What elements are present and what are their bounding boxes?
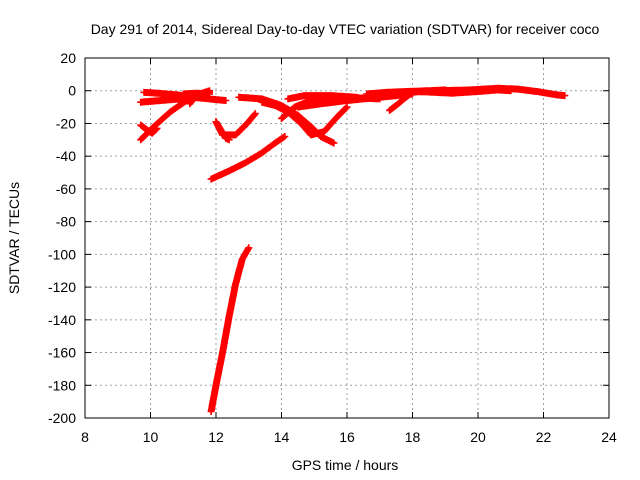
data-point-markers: [137, 121, 161, 137]
series-track-l: [258, 98, 351, 139]
series-track-o: [284, 92, 361, 103]
data-point-markers: [179, 89, 213, 98]
y-tick-label: -60: [56, 181, 76, 197]
x-tick-label: 22: [536, 429, 552, 445]
y-tick-label: -180: [48, 377, 76, 393]
y-axis-label: SDTVAR / TECUs: [6, 182, 22, 294]
x-tick-label: 20: [470, 429, 486, 445]
x-tick-label: 24: [601, 429, 617, 445]
y-tick-label: -80: [56, 214, 76, 230]
y-tick-label: -100: [48, 246, 76, 262]
series-track-i: [207, 133, 289, 183]
data-point-markers: [415, 86, 515, 97]
series-track-d: [137, 121, 161, 137]
series-track-s: [415, 86, 515, 97]
y-tick-label: -20: [56, 115, 76, 131]
tick-labels: 8 10 12 14 16 18 20 22 24 20 0 -20 -40 -60 -80 -100 -120…: [48, 50, 617, 445]
x-tick-label: 8: [81, 429, 89, 445]
data-point-markers: [284, 92, 361, 103]
y-tick-label: -120: [48, 279, 76, 295]
y-tick-label: -140: [48, 312, 76, 328]
series-track-h: [212, 118, 233, 144]
data-layer: [137, 84, 569, 415]
series-track-j: [207, 244, 253, 415]
x-tick-label: 10: [143, 429, 159, 445]
y-tick-label: 20: [60, 50, 76, 66]
y-tick-label: -160: [48, 345, 76, 361]
ticks: [84, 57, 610, 419]
data-point-markers: [258, 98, 351, 139]
x-tick-label: 16: [339, 429, 355, 445]
x-tick-label: 14: [274, 429, 290, 445]
data-point-markers: [207, 133, 289, 183]
series-track-f: [179, 89, 213, 98]
x-axis-label: GPS time / hours: [292, 457, 399, 473]
data-point-markers: [212, 118, 233, 144]
data-point-markers: [207, 244, 253, 415]
y-tick-label: -200: [48, 410, 76, 426]
chart-title: Day 291 of 2014, Sidereal Day-to-day VTE…: [91, 21, 600, 37]
x-tick-label: 12: [208, 429, 224, 445]
x-tick-label: 18: [405, 429, 421, 445]
y-tick-label: 0: [68, 83, 76, 99]
y-tick-label: -40: [56, 148, 76, 164]
